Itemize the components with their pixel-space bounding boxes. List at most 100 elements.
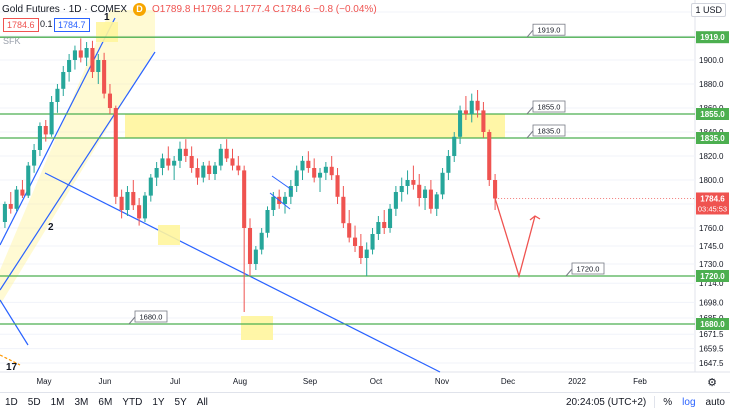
log-toggle[interactable]: log xyxy=(682,396,696,408)
timeframe-1y[interactable]: 1Y xyxy=(152,396,165,408)
level-label-leader xyxy=(526,106,534,115)
candle-body xyxy=(55,88,60,102)
settings-gear-icon[interactable]: ⚙ xyxy=(707,377,717,389)
level-label-leader xyxy=(526,29,534,38)
candle-body xyxy=(32,150,37,166)
currency-selector[interactable]: 1 USD xyxy=(691,3,726,17)
candle-body xyxy=(8,204,13,209)
candle-body xyxy=(78,50,83,58)
candle-body xyxy=(282,196,288,204)
y-tick-label: 1760.0 xyxy=(699,224,724,233)
level-axis-label: 1720.0 xyxy=(700,272,725,281)
candle-body xyxy=(125,192,130,210)
candle-body xyxy=(382,222,387,228)
level-label: 1680.0 xyxy=(140,313,163,322)
timeframe-ytd[interactable]: YTD xyxy=(122,396,143,408)
percent-toggle[interactable]: % xyxy=(663,396,673,408)
candle-body xyxy=(247,228,253,264)
candle-body xyxy=(26,165,31,196)
ask-box[interactable]: 1784.7 xyxy=(54,18,90,32)
y-tick-label: 1800.0 xyxy=(699,176,724,185)
candle-body xyxy=(195,168,200,178)
candle-body xyxy=(487,132,492,180)
y-tick-label: 1880.0 xyxy=(699,80,724,89)
candle-body xyxy=(481,110,486,132)
level-axis-label: 1680.0 xyxy=(700,320,725,329)
timeframe-1d[interactable]: 1D xyxy=(5,396,18,408)
last-price-label: 1784.6 xyxy=(700,194,725,203)
candle-body xyxy=(131,192,136,206)
level-label: 1919.0 xyxy=(538,26,561,35)
candle-body xyxy=(288,186,293,197)
y-tick-label: 1671.5 xyxy=(699,330,724,339)
candle-body xyxy=(67,60,72,72)
candle-body xyxy=(300,160,305,171)
level-axis-tag xyxy=(696,108,729,120)
candle-body xyxy=(172,160,177,166)
x-tick-label: Jul xyxy=(170,377,180,386)
candle-body xyxy=(148,177,153,196)
candle-body xyxy=(306,160,311,168)
candle-body xyxy=(370,234,375,250)
level-axis-tag xyxy=(696,132,729,144)
candle-body xyxy=(61,72,66,89)
candle-body xyxy=(119,196,124,210)
candle-body xyxy=(189,156,194,168)
candle-body xyxy=(417,184,422,198)
channel-lower-line xyxy=(0,51,156,291)
candle-body xyxy=(183,148,188,156)
level-label-box xyxy=(532,23,566,36)
candle-body xyxy=(452,136,457,156)
candle-body xyxy=(230,158,235,166)
timeframe-5y[interactable]: 5Y xyxy=(174,396,187,408)
timeframe-5d[interactable]: 5D xyxy=(27,396,41,408)
wave-label-1: 1 xyxy=(104,12,110,23)
channel-upper-line xyxy=(0,17,116,246)
y-tick-label: 1730.0 xyxy=(699,260,724,269)
timeframe-1m[interactable]: 1M xyxy=(50,396,65,408)
support-highlight-box xyxy=(158,225,180,245)
ohlc-text: O1789.8 H1796.2 L1777.4 C1784.6 −0.8 (−0… xyxy=(152,4,377,15)
candle-body xyxy=(469,100,474,114)
level-axis-tag xyxy=(696,318,729,330)
x-tick-label: Oct xyxy=(370,377,383,386)
y-tick-label: 1745.0 xyxy=(699,242,724,251)
orange-dashed-line xyxy=(0,354,21,366)
timeframe-6m[interactable]: 6M xyxy=(98,396,113,408)
candle-body xyxy=(113,108,118,197)
candle-body xyxy=(335,175,340,197)
low-highlight-box xyxy=(241,316,273,340)
bid-box[interactable]: 1784.6 xyxy=(3,18,39,32)
candle-body xyxy=(49,102,54,135)
level-axis-tag xyxy=(696,31,729,44)
level-label: 1835.0 xyxy=(538,127,561,136)
timeframe-3m[interactable]: 3M xyxy=(74,396,89,408)
x-tick-label: Aug xyxy=(233,377,247,386)
candle-body xyxy=(358,246,363,258)
x-tick-label: May xyxy=(36,377,51,386)
projection-path xyxy=(494,198,536,279)
wave-label-2: 2 xyxy=(48,222,54,233)
candle-body xyxy=(376,222,381,234)
flag-upper-line xyxy=(271,175,293,191)
candle-body xyxy=(352,237,358,246)
auto-toggle[interactable]: auto xyxy=(705,396,725,408)
candle-body xyxy=(242,170,247,228)
candle-body xyxy=(142,195,148,219)
candle-body xyxy=(411,180,416,185)
level-label-box xyxy=(532,100,566,113)
level-axis-tag xyxy=(696,270,729,282)
flag-lower-line xyxy=(269,192,291,210)
x-tick-label: Feb xyxy=(633,377,647,386)
timeframe-all[interactable]: All xyxy=(196,396,208,408)
candle-body xyxy=(259,232,264,250)
candle-body xyxy=(253,249,258,264)
y-tick-label: 1714.0 xyxy=(699,279,724,288)
symbol-title[interactable]: Gold Futures · 1D · COMEX xyxy=(2,4,128,15)
indicator-label[interactable]: SFK xyxy=(3,36,21,46)
level-label-box xyxy=(532,124,566,137)
y-tick-label: 1659.5 xyxy=(699,345,724,354)
projection-arrowhead xyxy=(529,215,541,221)
